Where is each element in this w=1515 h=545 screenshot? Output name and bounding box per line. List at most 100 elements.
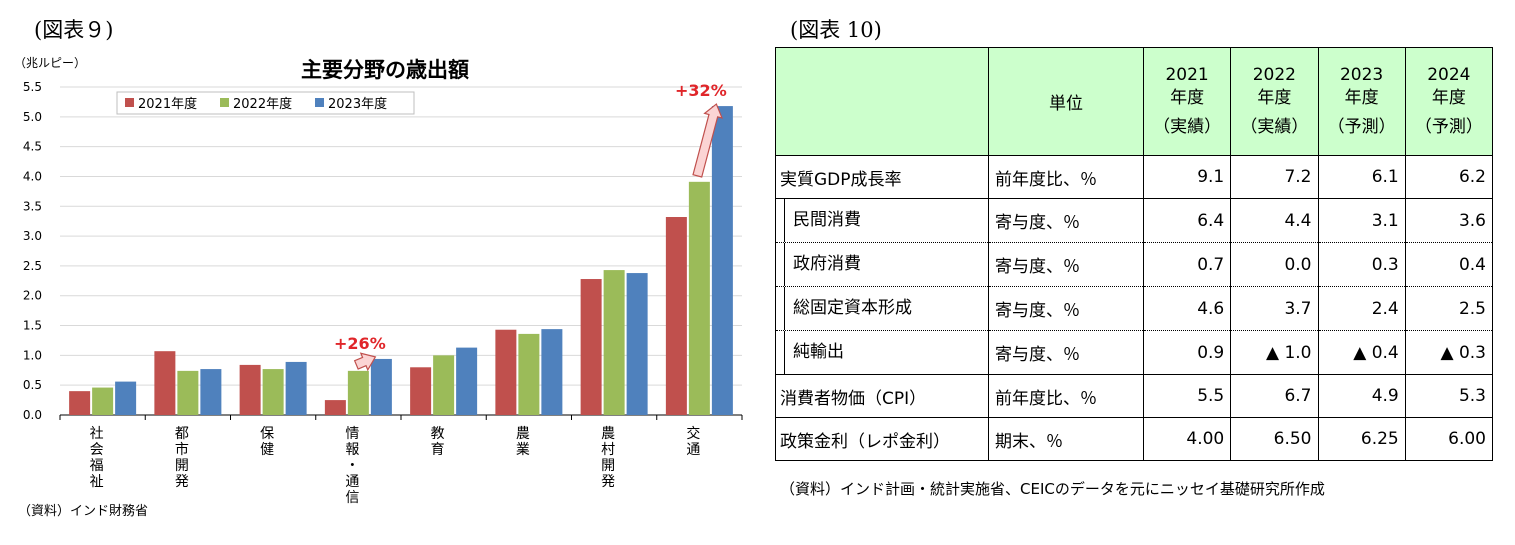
y-tick-label: 1.0 [23, 348, 42, 362]
bar-農業-2022年度 [518, 333, 540, 415]
row-value: 3.1 [1317, 198, 1406, 243]
svg-text:通: 通 [686, 442, 700, 458]
svg-text:村: 村 [601, 442, 615, 458]
bar-保健-2023年度 [285, 361, 307, 415]
bar-情報・通信-2021年度 [324, 400, 346, 415]
row-value: ▲ 0.3 [1404, 330, 1494, 375]
row-value: 4.00 [1142, 417, 1232, 461]
row-value: 2.4 [1317, 286, 1406, 331]
row-value: 6.00 [1404, 417, 1494, 461]
row-unit: 寄与度、％ [988, 242, 1144, 287]
bar-農村開発-2023年度 [626, 273, 648, 415]
y-tick-label: 5.5 [23, 80, 42, 94]
row-value: 0.3 [1317, 242, 1406, 287]
row-value: 6.25 [1317, 417, 1406, 461]
svg-text:発: 発 [175, 474, 189, 490]
y-tick-label: 1.5 [23, 319, 42, 333]
row-value: 0.7 [1142, 242, 1232, 287]
table-row: 政府消費 寄与度、％ 0.7 0.0 0.3 0.4 [775, 242, 1494, 287]
legend-swatch [220, 98, 229, 107]
row-value: 4.9 [1317, 374, 1406, 418]
table-row: 純輸出 寄与度、％ 0.9 ▲ 1.0 ▲ 0.4 ▲ 0.3 [775, 330, 1494, 375]
header-unit-cell: 単位 [988, 47, 1144, 156]
bar-農業-2021年度 [495, 329, 517, 415]
row-unit: 寄与度、％ [988, 198, 1144, 243]
bar-情報・通信-2022年度 [347, 370, 369, 415]
svg-text:育: 育 [431, 442, 445, 458]
y-axis-unit-label: （兆ルピー） [14, 56, 86, 70]
bar-社会福祉-2021年度 [69, 391, 91, 415]
row-value: 7.2 [1230, 155, 1319, 199]
growth-annotation: +32% [675, 81, 727, 100]
y-tick-label: 4.5 [23, 140, 42, 154]
row-unit: 前年度比、％ [988, 374, 1144, 418]
bar-情報・通信-2023年度 [370, 358, 392, 415]
bar-交通-2023年度 [711, 106, 733, 416]
forecast-table: 単位 2021 年度 （実績） 2022 年度 （実績） 2023 年度 （予測） 2024 年度 （予… [775, 47, 1494, 461]
row-unit: 寄与度、％ [988, 330, 1144, 375]
right-source-note: （資料）インド計画・統計実施省、CEICのデータを元にニッセイ基礎研究所作成 [780, 480, 1325, 498]
row-value: 4.6 [1142, 286, 1232, 331]
y-tick-label: 3.5 [23, 199, 42, 213]
x-category-label: 情報・通信 [345, 426, 359, 506]
header-year-cell: 2024 年度 （予測） [1404, 47, 1494, 156]
x-category-label: 教育 [431, 426, 445, 458]
table-row: 総固定資本形成 寄与度、％ 4.6 3.7 2.4 2.5 [775, 286, 1494, 331]
svg-text:業: 業 [516, 442, 530, 458]
svg-text:報: 報 [345, 442, 359, 458]
bar-都市開発-2021年度 [154, 351, 176, 415]
y-tick-label: 2.5 [23, 259, 42, 273]
y-tick-label: 3.0 [23, 229, 42, 243]
svg-text:農: 農 [516, 426, 530, 442]
chart-title: 主要分野の歳出額 [301, 58, 469, 82]
legend-swatch [125, 98, 134, 107]
row-unit: 前年度比、％ [988, 155, 1144, 199]
bar-農村開発-2022年度 [603, 270, 625, 415]
row-value: 6.4 [1142, 198, 1232, 243]
svg-text:会: 会 [90, 442, 104, 458]
bar-教育-2023年度 [456, 347, 478, 415]
row-value: 4.4 [1230, 198, 1319, 243]
row-value: 6.50 [1230, 417, 1319, 461]
y-tick-label: 2.0 [23, 289, 42, 303]
svg-text:健: 健 [260, 442, 274, 458]
right-figure-label: (図表 10) [790, 18, 882, 42]
x-category-label: 保健 [260, 426, 274, 458]
row-label: 実質GDP成長率 [775, 155, 989, 199]
header-year-cell: 2021 年度 （実績） [1142, 47, 1232, 156]
chart-legend: 2021年度 2022年度 2023年度 [116, 91, 415, 115]
row-value: 9.1 [1142, 155, 1232, 199]
row-value: 0.9 [1142, 330, 1232, 375]
legend-swatch [315, 98, 324, 107]
bar-交通-2021年度 [665, 217, 687, 415]
row-value: 3.6 [1404, 198, 1494, 243]
legend-label: 2022年度 [233, 96, 292, 112]
row-value: 6.2 [1404, 155, 1494, 199]
bar-教育-2021年度 [410, 367, 432, 415]
svg-text:社: 社 [90, 426, 104, 442]
bar-保健-2022年度 [262, 369, 284, 415]
row-value: 0.4 [1404, 242, 1494, 287]
table-row: 民間消費 寄与度、％ 6.4 4.4 3.1 3.6 [775, 198, 1494, 243]
row-unit: 期末、％ [988, 417, 1144, 461]
row-value: 5.3 [1404, 374, 1494, 418]
header-year-cell: 2023 年度 （予測） [1317, 47, 1406, 156]
table-row: 消費者物価（CPI） 前年度比、％ 5.5 6.7 4.9 5.3 [775, 374, 1494, 418]
growth-annotation: +26% [334, 334, 386, 353]
row-value: ▲ 0.4 [1317, 330, 1406, 375]
row-unit: 寄与度、％ [988, 286, 1144, 331]
svg-text:開: 開 [601, 458, 615, 474]
svg-text:祉: 祉 [90, 474, 104, 490]
row-value: 5.5 [1142, 374, 1232, 418]
header-year-cell: 2022 年度 （実績） [1230, 47, 1319, 156]
bar-保健-2021年度 [239, 364, 261, 415]
bar-都市開発-2023年度 [200, 369, 222, 415]
row-label: 民間消費 [775, 198, 989, 243]
bar-農村開発-2021年度 [580, 279, 602, 415]
row-label: 政府消費 [775, 242, 989, 287]
bar-教育-2022年度 [433, 355, 455, 415]
svg-text:通: 通 [345, 474, 359, 490]
row-label: 純輸出 [775, 330, 989, 375]
